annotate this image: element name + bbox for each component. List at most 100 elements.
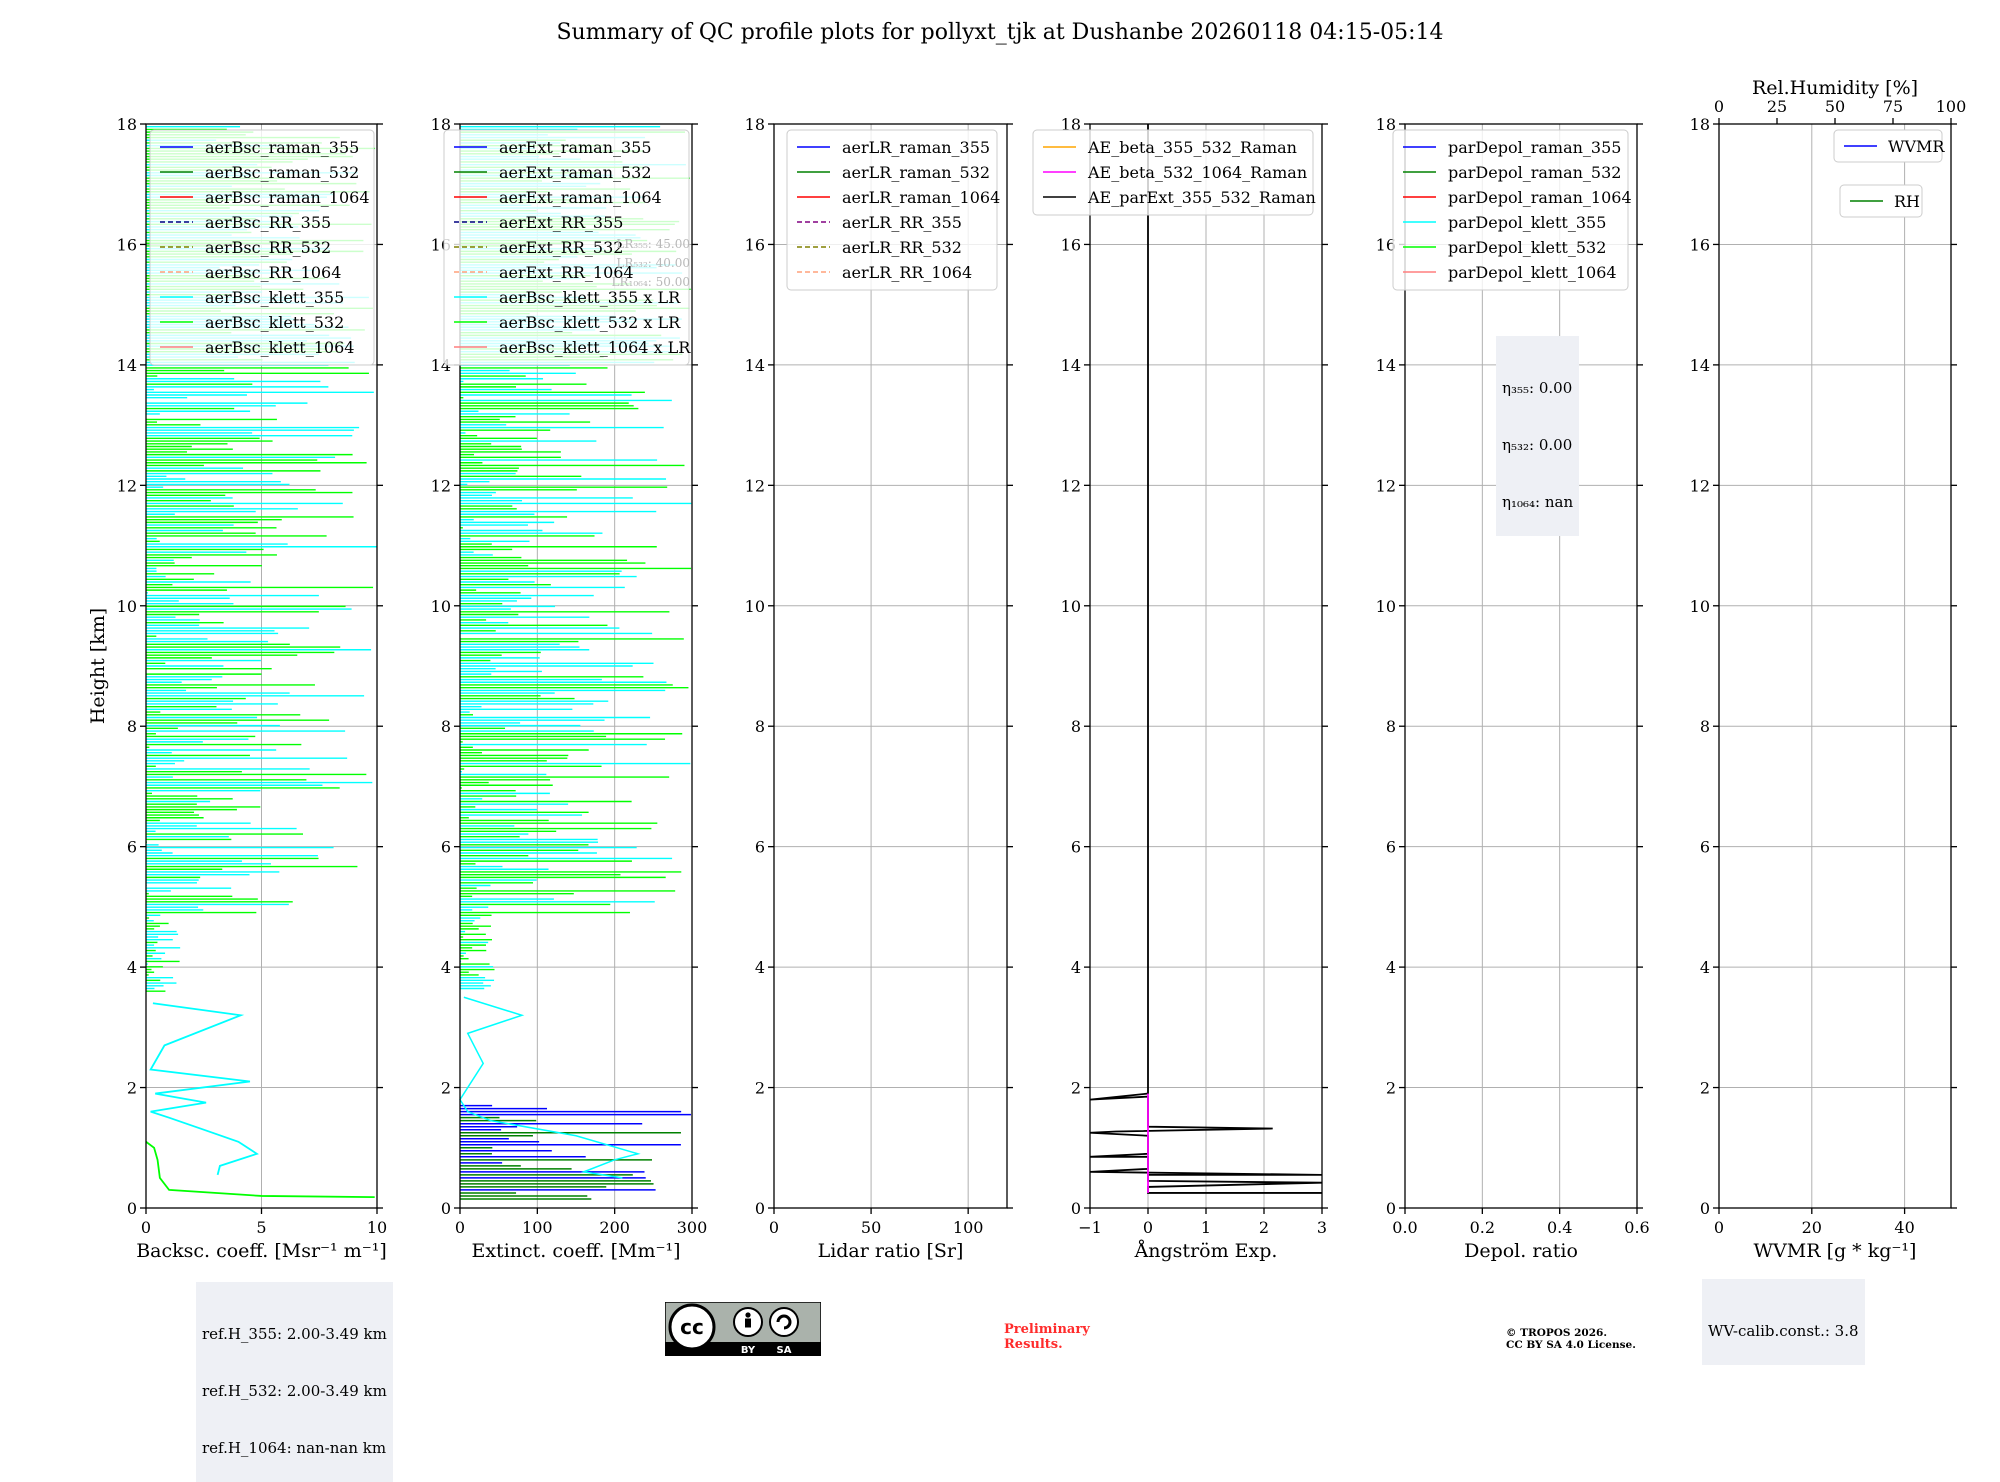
preliminary-line2: Results. xyxy=(1004,1337,1063,1352)
axes-frame xyxy=(773,123,1008,1209)
legend-label: aerBsc_klett_355 xyxy=(205,288,344,307)
legend-label: parDepol_klett_1064 xyxy=(1448,263,1617,282)
y-tick-label: 12 xyxy=(1376,476,1396,495)
x-tick-label: 200 xyxy=(599,1218,630,1237)
top-x-tick-label: 100 xyxy=(1936,97,1967,116)
legend-box xyxy=(1833,129,1943,163)
legend-lr: aerLR_raman_355 aerLR_raman_532 aerLR_rama… xyxy=(786,129,1000,291)
legend-label: aerBsc_RR_355 xyxy=(205,213,331,232)
legend-label: aerExt_raman_355 xyxy=(499,138,652,157)
y-tick-label: 18 xyxy=(1061,115,1081,134)
x-axis-label: Lidar ratio [Sr] xyxy=(818,1240,964,1262)
y-tick-label: 10 xyxy=(431,597,451,616)
legend-label: aerBsc_klett_532 xyxy=(205,313,344,332)
y-tick-label: 18 xyxy=(117,115,137,134)
y-tick-label: 18 xyxy=(745,115,765,134)
y-tick-label: 2 xyxy=(755,1079,765,1098)
legend-label: parDepol_raman_355 xyxy=(1448,138,1621,157)
legend-label: aerLR_RR_1064 xyxy=(842,263,972,282)
legend-label: aerLR_raman_355 xyxy=(842,138,990,157)
eta-1064: η₁₀₆₄: nan xyxy=(1502,493,1574,511)
legend-label: aerBsc_klett_1064 xyxy=(205,338,354,357)
legend-label: AE_parExt_355_532_Raman xyxy=(1087,188,1316,207)
copyright-line1: © TROPOS 2026. xyxy=(1506,1327,1608,1339)
y-tick-label: 0 xyxy=(1700,1199,1710,1218)
legend-box xyxy=(1392,129,1629,291)
x-tick-label: 0.6 xyxy=(1624,1218,1649,1237)
legend-box xyxy=(1032,129,1314,216)
y-tick-label: 4 xyxy=(1700,958,1710,977)
y-tick-label: 14 xyxy=(1690,356,1710,375)
x-tick-label: 50 xyxy=(861,1218,881,1237)
eta-355: η₃₅₅: 0.00 xyxy=(1502,379,1573,397)
y-tick-label: 2 xyxy=(1386,1079,1396,1098)
y-tick-label: 18 xyxy=(1690,115,1710,134)
top-x-tick-label: 25 xyxy=(1767,97,1787,116)
legend-label: parDepol_raman_532 xyxy=(1448,163,1621,182)
legend-wvmr: WVMR xyxy=(1833,129,1945,163)
legend-label: aerLR_RR_532 xyxy=(842,238,962,257)
copyright-line2: CC BY SA 4.0 License. xyxy=(1506,1339,1636,1351)
lr-label: LR₁₀₆₄: 50.00 xyxy=(612,275,690,289)
x-tick-label: 100 xyxy=(522,1218,553,1237)
y-tick-label: 16 xyxy=(1690,235,1710,254)
legend-label: aerExt_RR_355 xyxy=(499,213,623,232)
legend-label: aerBsc_klett_532 x LR xyxy=(499,313,681,332)
y-tick-label: 10 xyxy=(745,597,765,616)
reference-height-box: ref.H_355: 2.00-3.49 km ref.H_532: 2.00-… xyxy=(196,1282,393,1482)
panel-lr: 0 2 4 6 8 10 12 14 16 18 0 50 100 Lidar ratio [Sr] aer… xyxy=(745,115,1013,1262)
x-tick-label: 5 xyxy=(256,1218,266,1237)
cc-by-label: BY xyxy=(741,1345,756,1356)
y-tick-label: 0 xyxy=(755,1199,765,1218)
y-tick-label: 18 xyxy=(431,115,451,134)
x-tick-label: 0 xyxy=(455,1218,465,1237)
legend-label: aerBsc_raman_355 xyxy=(205,138,359,157)
ref-height-1064: ref.H_1064: nan-nan km xyxy=(202,1439,387,1457)
y-tick-label: 4 xyxy=(1071,958,1081,977)
x-tick-label: 0 xyxy=(769,1218,779,1237)
y-tick-label: 6 xyxy=(1700,838,1710,857)
y-tick-label: 12 xyxy=(431,476,451,495)
y-tick-label: 0 xyxy=(1071,1199,1081,1218)
x-axis-label: WVMR [g * kg⁻¹] xyxy=(1754,1240,1917,1262)
axes-frame xyxy=(459,123,693,1209)
panel-depol: 0 2 4 6 8 10 12 14 16 18 0.0 0.2 0.4 0.6 Depol. ratio p… xyxy=(1376,115,1650,1262)
y-tick-label: 6 xyxy=(127,838,137,857)
y-tick-label: 4 xyxy=(127,958,137,977)
y-tick-label: 2 xyxy=(127,1079,137,1098)
y-tick-label: 14 xyxy=(1061,356,1081,375)
x-tick-label: 0.0 xyxy=(1392,1218,1417,1237)
legend-label: WVMR xyxy=(1888,137,1945,156)
wv-calib-box: WV-calib.const.: 3.8 xyxy=(1702,1279,1865,1365)
legend-ae: AE_beta_355_532_Raman AE_beta_532_1064_Ra… xyxy=(1032,129,1316,216)
cc-sa-label: SA xyxy=(777,1345,792,1356)
y-tick-label: 10 xyxy=(1690,597,1710,616)
legend-box xyxy=(786,129,998,291)
y-tick-label: 6 xyxy=(441,838,451,857)
y-tick-label: 12 xyxy=(745,476,765,495)
x-tick-label: 0 xyxy=(1714,1218,1724,1237)
legend-label: aerExt_RR_532 xyxy=(499,238,623,257)
y-tick-label: 12 xyxy=(117,476,137,495)
legend-label: aerBsc_klett_355 x LR xyxy=(499,288,681,307)
x-tick-label: 2 xyxy=(1259,1218,1269,1237)
x-tick-label: 3 xyxy=(1317,1218,1327,1237)
y-tick-label: 18 xyxy=(1376,115,1396,134)
y-axis-label: Height [km] xyxy=(87,608,109,724)
legend-label: aerLR_RR_355 xyxy=(842,213,962,232)
top-x-axis-label: Rel.Humidity [%] xyxy=(1752,77,1918,99)
y-tick-label: 4 xyxy=(755,958,765,977)
x-tick-label: 20 xyxy=(1802,1218,1822,1237)
axes-frame xyxy=(1404,123,1638,1209)
legend-box xyxy=(149,129,375,366)
legend-bsc: aerBsc_raman_355 aerBsc_raman_532 aerBsc_r… xyxy=(149,129,375,366)
x-tick-label: −1 xyxy=(1078,1218,1102,1237)
legend-ext: aerExt_raman_355 aerExt_raman_532 aerExt_r… xyxy=(443,129,691,366)
eta-box: η₃₅₅: 0.00 η₅₃₂: 0.00 η₁₀₆₄: nan xyxy=(1496,336,1580,536)
legend-label: aerBsc_klett_1064 x LR xyxy=(499,338,691,357)
y-tick-label: 8 xyxy=(755,717,765,736)
x-tick-label: 40 xyxy=(1894,1218,1914,1237)
x-tick-label: 100 xyxy=(953,1218,984,1237)
y-tick-label: 8 xyxy=(1071,717,1081,736)
y-tick-label: 8 xyxy=(1700,717,1710,736)
